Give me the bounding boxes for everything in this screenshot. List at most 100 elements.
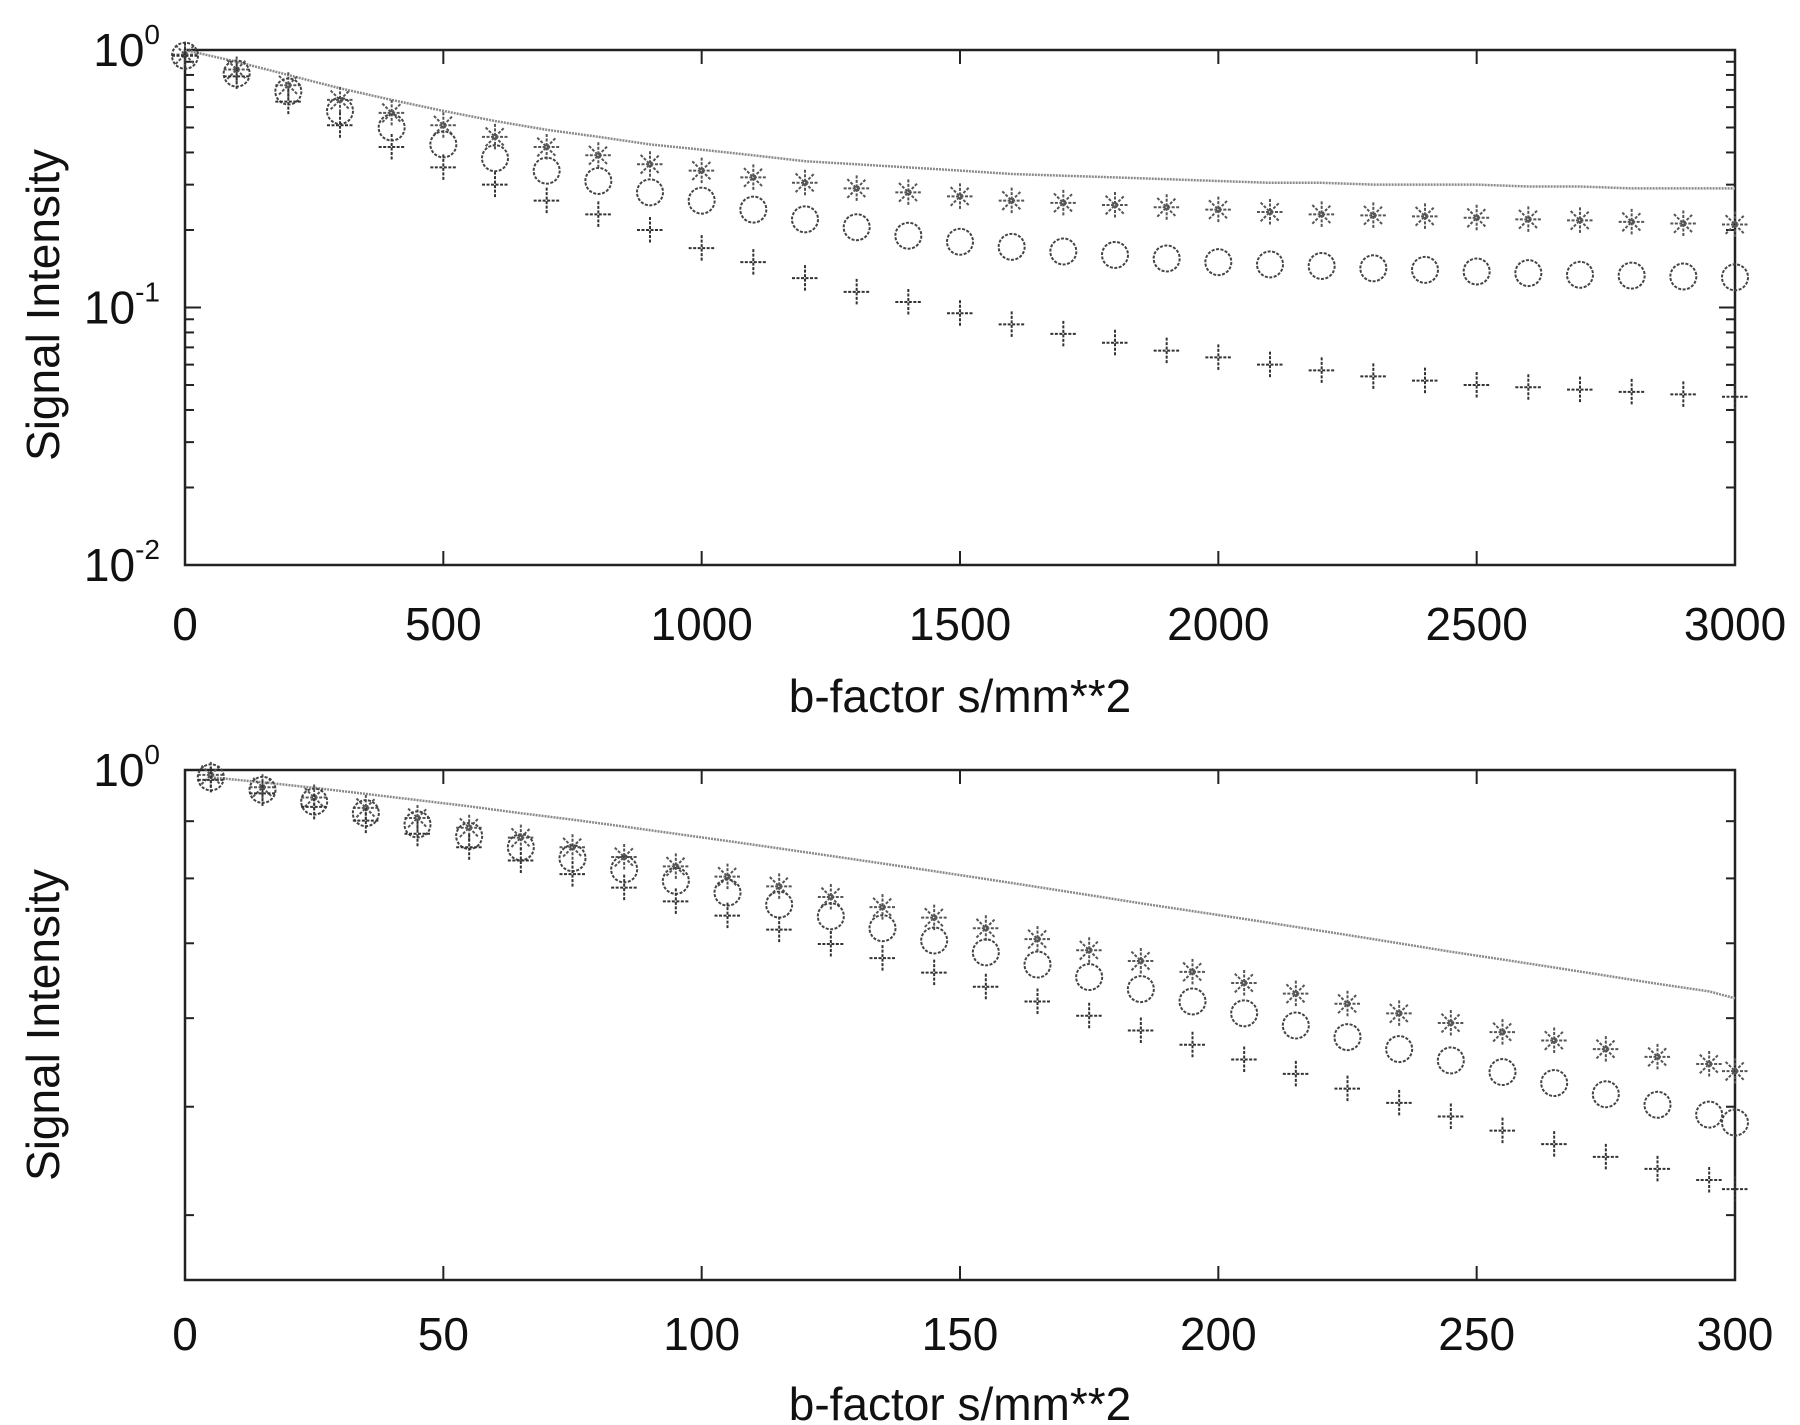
circle-point (1204, 248, 1233, 277)
asterisk-point (1696, 1050, 1723, 1077)
top-chart-panel: 0 500 1000 1500 2000 2500 3000 10-2 10-1 100 b-fac… (17, 19, 1786, 722)
asterisk-point (1567, 207, 1593, 234)
circle-point (1514, 259, 1543, 288)
circle-point (687, 186, 716, 215)
plus-point (662, 888, 689, 915)
circle-point (1359, 254, 1388, 283)
asterisk-point (1412, 203, 1438, 230)
x-tick-label: 100 (663, 1308, 740, 1360)
asterisk-point (1282, 980, 1309, 1007)
circle-point (300, 787, 329, 816)
x-axis-label: b-factor s/mm**2 (789, 670, 1132, 722)
asterisk-point (1024, 926, 1051, 953)
circle-point (1411, 255, 1439, 284)
plus-point (1102, 329, 1128, 356)
asterisk-point (714, 863, 741, 890)
asterisk-point (869, 894, 896, 921)
plus-point (766, 916, 793, 943)
x-tick-label: 200 (1180, 1308, 1257, 1360)
circle-point (868, 914, 897, 943)
circle-point (1462, 257, 1491, 286)
circle-point (1617, 261, 1646, 290)
asterisk-point (637, 151, 663, 178)
circle-point (1333, 1023, 1362, 1052)
circle-point (1566, 260, 1594, 289)
circle-point (1075, 963, 1104, 992)
y-tick-label: 10-2 (84, 534, 160, 591)
plus-point (327, 112, 353, 139)
asterisk-point (1334, 990, 1361, 1017)
asterisk-point (378, 99, 405, 126)
x-tick-label: 2000 (1167, 598, 1269, 650)
circle-point (1540, 1069, 1569, 1098)
x-tick-label: 1500 (909, 598, 1011, 650)
circle-point (1101, 240, 1129, 269)
circle-point (997, 232, 1026, 261)
asterisk-point (1153, 194, 1180, 221)
plus-point (1644, 1155, 1671, 1182)
plus-point (895, 289, 922, 316)
circle-point (1669, 262, 1698, 291)
plus-point (1437, 1103, 1464, 1130)
asterisk-point (1386, 1000, 1413, 1027)
y-tick-label: 10-1 (84, 277, 160, 334)
circle-point (481, 144, 509, 173)
plus-point (1567, 376, 1593, 403)
circle-point (842, 213, 871, 242)
circle-point (1281, 1011, 1310, 1040)
asterisk-point (1644, 1043, 1671, 1070)
circle-point (532, 156, 561, 185)
plus-point (1308, 357, 1335, 384)
plus-point (1541, 1131, 1568, 1158)
asterisk-point (585, 142, 612, 169)
circle-point (1721, 263, 1749, 292)
x-tick-label: 50 (418, 1308, 469, 1360)
circle-point (1230, 999, 1259, 1028)
asterisk-point (197, 761, 224, 788)
circle-point (739, 195, 768, 224)
asterisk-point (1102, 192, 1128, 219)
asterisk-point (1515, 206, 1542, 233)
circle-point (1721, 1108, 1749, 1137)
plus-point (1024, 988, 1051, 1015)
bottom-chart-panel: 0 50 100 150 200 250 300 100 b-factor s/mm**2 Sig… (17, 739, 1773, 1425)
circle-point (1126, 975, 1155, 1004)
plus-point (1334, 1075, 1361, 1102)
plus-point (1696, 1167, 1723, 1193)
plus-point (1076, 1002, 1103, 1029)
circle-point (894, 221, 923, 250)
asterisk-point (1360, 202, 1387, 229)
asterisk-point (533, 134, 560, 161)
circle-point (1643, 1090, 1672, 1119)
x-tick-label: 250 (1438, 1308, 1515, 1360)
circle-point (1152, 244, 1181, 273)
asterisk-point (998, 187, 1025, 214)
plus-point (843, 278, 870, 305)
plus-point (1670, 381, 1697, 408)
plus-point (637, 216, 663, 243)
x-tick-label: 500 (405, 598, 482, 650)
asterisk-point (1179, 958, 1206, 985)
plus-point (869, 945, 896, 972)
plus-point (585, 201, 612, 228)
y-tick-label: 100 (93, 19, 160, 76)
plus-point (1179, 1031, 1206, 1058)
plus-point (792, 265, 818, 292)
plus-point (1153, 337, 1180, 364)
plus-point (533, 187, 560, 214)
plus-point (352, 807, 379, 834)
asterisk-point (843, 175, 870, 202)
asterisk-point (1308, 201, 1335, 228)
plus-point (1412, 367, 1438, 394)
x-tick-label: 0 (172, 1308, 198, 1360)
plus-point (1257, 351, 1283, 378)
asterisk-point (1489, 1019, 1516, 1046)
plus-point (482, 171, 508, 198)
circle-point (765, 890, 794, 919)
asterisk-point (1231, 970, 1258, 997)
plus-point (1515, 374, 1542, 401)
plus-point (817, 930, 844, 957)
asterisk-point (1257, 198, 1283, 225)
circle-point (1256, 250, 1284, 279)
plus-point (1592, 1143, 1619, 1170)
